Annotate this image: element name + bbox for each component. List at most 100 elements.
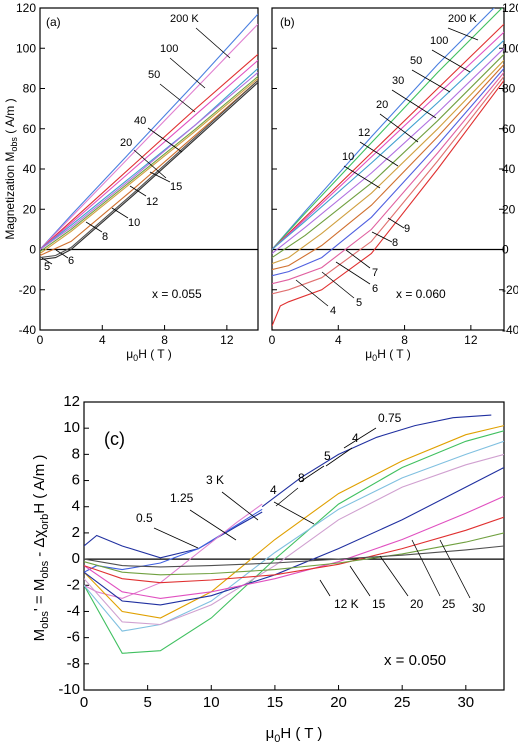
y-tick-label: -2 — [67, 576, 80, 593]
y-tick-label: 60 — [502, 122, 516, 136]
leader-line — [387, 217, 405, 229]
leader-line — [335, 261, 371, 285]
curve-label: 5 — [44, 261, 50, 273]
leader-line — [431, 49, 471, 73]
leader-line — [275, 487, 299, 507]
x-tick-label: 4 — [99, 333, 106, 347]
leader-line — [149, 171, 171, 183]
series-line — [40, 75, 258, 252]
leader-line — [129, 185, 147, 197]
series-line — [84, 467, 504, 606]
series-line — [84, 516, 504, 584]
series-line — [40, 79, 258, 257]
leader-line — [147, 127, 183, 153]
leader-line — [371, 231, 393, 243]
panel-b-xlabel: μ0H ( T ) — [365, 347, 411, 363]
series-line — [84, 453, 504, 626]
series-line — [272, 76, 504, 295]
y-tick-label: 8 — [72, 445, 80, 462]
panel-a-ylabel: Magnetization Mobs ( A/m ) — [3, 98, 19, 239]
leader-line — [319, 579, 331, 597]
leader-line — [439, 539, 471, 599]
leader-line — [349, 565, 371, 597]
curve-label: 4 — [270, 483, 277, 497]
curve-label: 30 — [392, 75, 404, 87]
x-tick-label: 8 — [161, 333, 168, 347]
curve-label: 0.75 — [378, 411, 402, 425]
y-tick-label: 0 — [72, 550, 80, 567]
series-line — [84, 430, 504, 654]
series-line — [84, 440, 504, 632]
curve-label: 12 K — [334, 597, 359, 611]
x-tick-label: 0 — [80, 694, 88, 711]
curve-label: 20 — [410, 597, 424, 611]
y-tick-label: 80 — [502, 82, 516, 96]
panel-c-xlabel: μ0H ( T ) — [266, 725, 323, 745]
curve-label: 10 — [128, 217, 140, 229]
x-tick-label: 4 — [335, 333, 342, 347]
panel-b-frame — [271, 7, 505, 331]
y-tick-label: 0 — [502, 243, 509, 257]
leader-line — [133, 149, 167, 179]
x-tick-label: 0 — [269, 333, 276, 347]
x-tick-label: 25 — [394, 694, 411, 711]
curve-label: 5 — [356, 297, 362, 309]
x-tick-label: 12 — [464, 333, 478, 347]
curve-label: 1.25 — [170, 491, 194, 505]
curve-label: 12 — [358, 127, 370, 139]
series-line — [84, 495, 504, 599]
leader-line — [295, 279, 329, 307]
y-tick-label: 4 — [72, 498, 80, 515]
y-tick-label: 120 — [16, 1, 36, 15]
curve-label: 200 K — [170, 13, 199, 25]
series-line — [261, 414, 492, 508]
panel-a-annotation: x = 0.055 — [152, 287, 202, 301]
leader-line — [159, 83, 196, 113]
leader-line — [189, 509, 237, 541]
panel-a-xlabel: μ0H ( T ) — [126, 347, 172, 363]
x-tick-label: 8 — [401, 333, 408, 347]
curve-label: 12 — [146, 196, 158, 208]
curve-label: 3 K — [206, 473, 224, 487]
curve-label: 8 — [298, 471, 305, 485]
y-tick-label: 12 — [63, 393, 80, 410]
y-tick-label: 120 — [502, 1, 518, 15]
curve-label: 6 — [372, 283, 378, 295]
curve-label: 20 — [120, 137, 132, 149]
curve-label: 10 — [342, 151, 354, 163]
x-tick-label: 5 — [143, 694, 151, 711]
curve-label: 200 K — [448, 13, 477, 25]
series-line — [40, 77, 258, 254]
leader-line — [411, 69, 451, 93]
series-line — [272, 47, 504, 254]
y-tick-label: 40 — [502, 162, 516, 176]
series-line — [272, 23, 504, 250]
leader-line — [221, 491, 259, 521]
curve-label: 15 — [372, 597, 386, 611]
leader-line — [379, 113, 419, 143]
series-line — [40, 79, 258, 259]
curve-label: 5 — [324, 449, 331, 463]
curve-label: 30 — [472, 601, 486, 615]
leader-line — [379, 555, 409, 597]
y-tick-label: 60 — [23, 122, 37, 136]
y-tick-label: -10 — [58, 681, 80, 698]
x-tick-label: 12 — [220, 333, 234, 347]
curve-label: 4 — [352, 431, 359, 445]
y-tick-label: 40 — [23, 162, 37, 176]
series-line — [272, 8, 503, 250]
leader-line — [321, 271, 355, 299]
leader-line — [411, 539, 441, 597]
leader-line — [153, 527, 199, 549]
y-tick-label: -40 — [19, 323, 37, 337]
series-line — [84, 425, 504, 619]
leader-line — [41, 257, 53, 265]
y-tick-label: 0 — [29, 243, 36, 257]
leader-line — [273, 501, 315, 525]
curve-label: 25 — [442, 597, 456, 611]
y-tick-label: 100 — [502, 41, 518, 55]
series-line — [272, 80, 504, 327]
leader-line — [169, 57, 206, 89]
x-tick-label: 15 — [267, 694, 284, 711]
